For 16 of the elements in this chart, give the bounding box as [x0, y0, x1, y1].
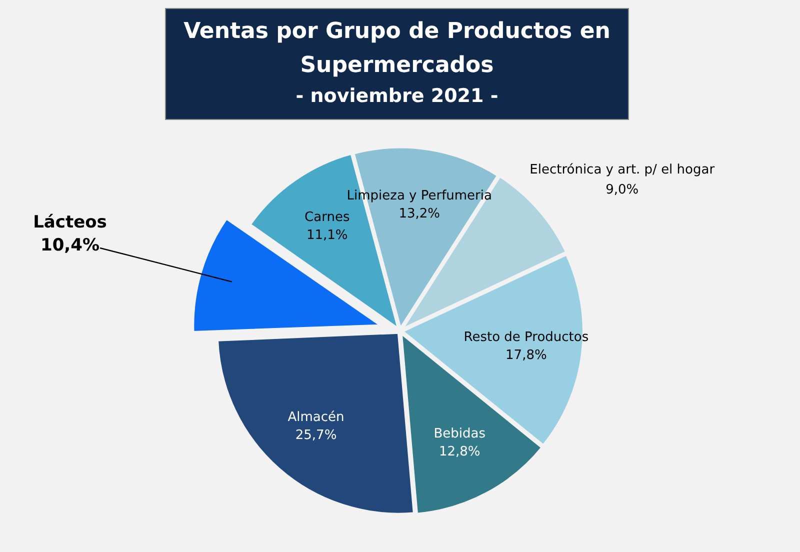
chart-title: Ventas por Grupo de Productos en Supermercados: [182, 18, 612, 80]
data-label: 12,8%: [438, 444, 480, 460]
data-label: 25,7%: [295, 428, 337, 443]
data-label: 17,8%: [506, 348, 547, 363]
data-label: 10,4%: [40, 235, 100, 256]
slice-label: Bebidas: [434, 426, 486, 442]
data-label: 11,1%: [306, 228, 348, 244]
slice-label: Resto de Productos: [464, 330, 589, 345]
data-label: 13,2%: [398, 206, 440, 222]
data-label: 9,0%: [606, 182, 639, 198]
slice-label: Lácteos: [33, 212, 107, 232]
slice-label: Electrónica y art. p/ el hogar: [530, 162, 716, 178]
slice-label: Almacén: [288, 410, 344, 425]
slice-label: Limpieza y Perfumeria: [346, 188, 492, 204]
chart-subtitle: - noviembre 2021 -: [294, 84, 500, 109]
slice-label: Carnes: [304, 210, 350, 226]
